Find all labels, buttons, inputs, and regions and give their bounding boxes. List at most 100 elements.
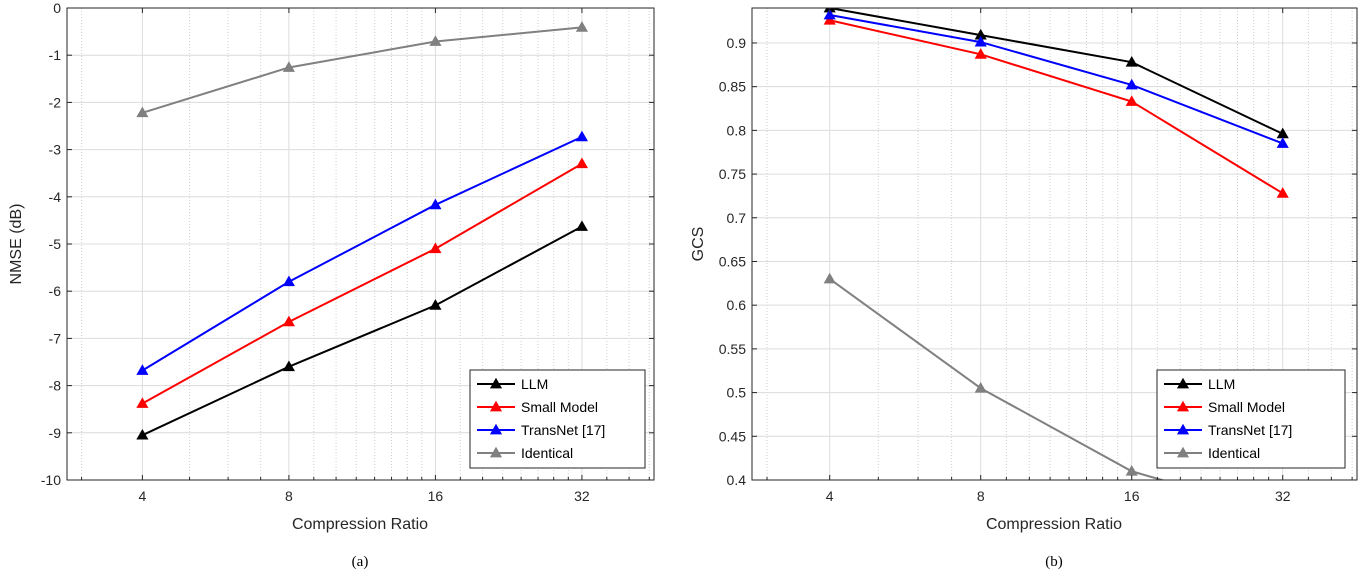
y-tick-label: -10: [41, 472, 61, 488]
series-identical: [136, 21, 588, 118]
y-tick-label: 0.65: [719, 253, 746, 269]
legend-marker: [489, 400, 503, 412]
data-point: [136, 106, 149, 118]
data-point: [1276, 137, 1289, 148]
chart-b-ticks: 4 8 16 32 0.9 0.85 0.8 0.75 0.7 0.65 0.6 0.55 0.5 0.4…: [719, 8, 1357, 504]
chart-b: 4 8 16 32 0.9 0.85 0.8 0.75 0.7 0.65 0.6 0.55 0.5 0.4…: [690, 7, 1358, 570]
legend-label: Identical: [521, 445, 573, 461]
data-point: [823, 272, 836, 284]
x-tick-label: 32: [1275, 488, 1291, 504]
data-point: [429, 299, 442, 310]
legend-entry: TransNet [17]: [477, 422, 605, 438]
series-line: [141, 135, 583, 372]
data-point: [282, 360, 295, 372]
data-point: [974, 48, 987, 59]
series-line: [829, 19, 1284, 195]
legend-entry: Identical: [1164, 445, 1260, 461]
y-tick-label: 0.8: [727, 122, 747, 138]
chart-b-caption: (b): [1045, 554, 1063, 570]
series-line: [829, 14, 1284, 145]
legend-entry: Small Model: [477, 399, 598, 415]
y-tick-label: -8: [49, 378, 62, 394]
series-small-model: [823, 14, 1289, 198]
y-tick-label: -5: [49, 236, 62, 252]
series-small-model: [136, 157, 588, 408]
series-identical: [823, 272, 1288, 519]
data-point: [823, 14, 836, 25]
y-tick-label: 0.4: [727, 472, 747, 488]
data-point: [575, 157, 588, 169]
data-point: [136, 364, 149, 375]
legend-label: LLM: [521, 376, 548, 392]
legend-entry: LLM: [477, 376, 548, 392]
legend-marker: [1176, 400, 1190, 412]
legend-label: LLM: [1208, 376, 1235, 392]
y-tick-label: -9: [49, 425, 62, 441]
y-tick-label: 0.45: [719, 428, 746, 444]
legend-entry: LLM: [1164, 376, 1235, 392]
data-point: [823, 8, 836, 20]
y-tick-label: -4: [49, 189, 62, 205]
series-transnet-17: [823, 8, 1289, 148]
series-line: [829, 278, 1166, 480]
x-tick-label: 4: [138, 488, 146, 504]
y-tick-label: -2: [49, 94, 62, 110]
data-point: [575, 220, 588, 231]
chart-b-frame: [751, 7, 1358, 481]
legend-marker: [1176, 423, 1190, 435]
data-point: [1125, 95, 1138, 106]
x-tick-label: 16: [1124, 488, 1140, 504]
legend-marker: [489, 446, 503, 458]
legend-entry: Small Model: [1164, 399, 1285, 415]
legend-entry: Identical: [477, 445, 573, 461]
series-line: [142, 26, 583, 114]
legend-marker: [1176, 446, 1190, 458]
data-point: [282, 275, 295, 287]
x-tick-label: 32: [574, 488, 590, 504]
y-tick-label: 0.6: [727, 297, 747, 313]
chart-b-xlabel: Compression Ratio: [986, 516, 1122, 533]
data-point: [575, 130, 588, 142]
y-tick-label: 0.9: [727, 35, 747, 51]
y-tick-label: 0.85: [719, 79, 746, 95]
data-point: [974, 382, 987, 393]
series-line: [141, 162, 583, 405]
data-point: [136, 428, 149, 440]
y-tick-label: -7: [49, 330, 62, 346]
legend-label: Identical: [1208, 445, 1260, 461]
legend-label: TransNet [17]: [1208, 422, 1292, 438]
data-point: [136, 397, 149, 408]
y-tick-label: 0.7: [727, 210, 747, 226]
series-llm: [136, 220, 588, 440]
legend-label: Small Model: [1208, 399, 1285, 415]
y-tick-label: 0: [53, 0, 61, 16]
data-point: [1276, 187, 1289, 198]
data-point: [1125, 78, 1138, 90]
legend-marker: [489, 423, 503, 435]
legend-label: Small Model: [521, 399, 598, 415]
y-tick-label: 0.55: [719, 341, 746, 357]
data-point: [282, 61, 295, 72]
legend-marker: [1176, 377, 1190, 389]
chart-a-caption: (a): [352, 554, 369, 570]
chart-a-series: [136, 21, 588, 440]
chart-a-xlabel: Compression Ratio: [292, 516, 428, 533]
data-point: [575, 21, 588, 32]
series-transnet-17: [136, 130, 588, 375]
chart-a-ylabel: NMSE (dB): [8, 204, 25, 285]
y-tick-label: -1: [49, 47, 62, 63]
chart-a-legend: LLM Small Model TransNet [17] Identical: [469, 369, 646, 469]
x-tick-label: 8: [977, 488, 985, 504]
legend-label: TransNet [17]: [521, 422, 605, 438]
y-tick-label: -3: [49, 142, 62, 158]
series-line: [829, 8, 1284, 135]
chart-a-ticks: 4 8 16 32 0 -1 -2 -3 -4 -5 -6 -7 -8 -9 -10: [41, 0, 654, 504]
x-tick-label: 4: [826, 488, 834, 504]
data-point: [1278, 510, 1288, 519]
data-point: [429, 198, 442, 210]
chart-b-legend-box: [1156, 369, 1346, 469]
y-tick-label: 0.5: [727, 385, 747, 401]
x-tick-label: 8: [285, 488, 293, 504]
x-tick-label: 16: [428, 488, 444, 504]
